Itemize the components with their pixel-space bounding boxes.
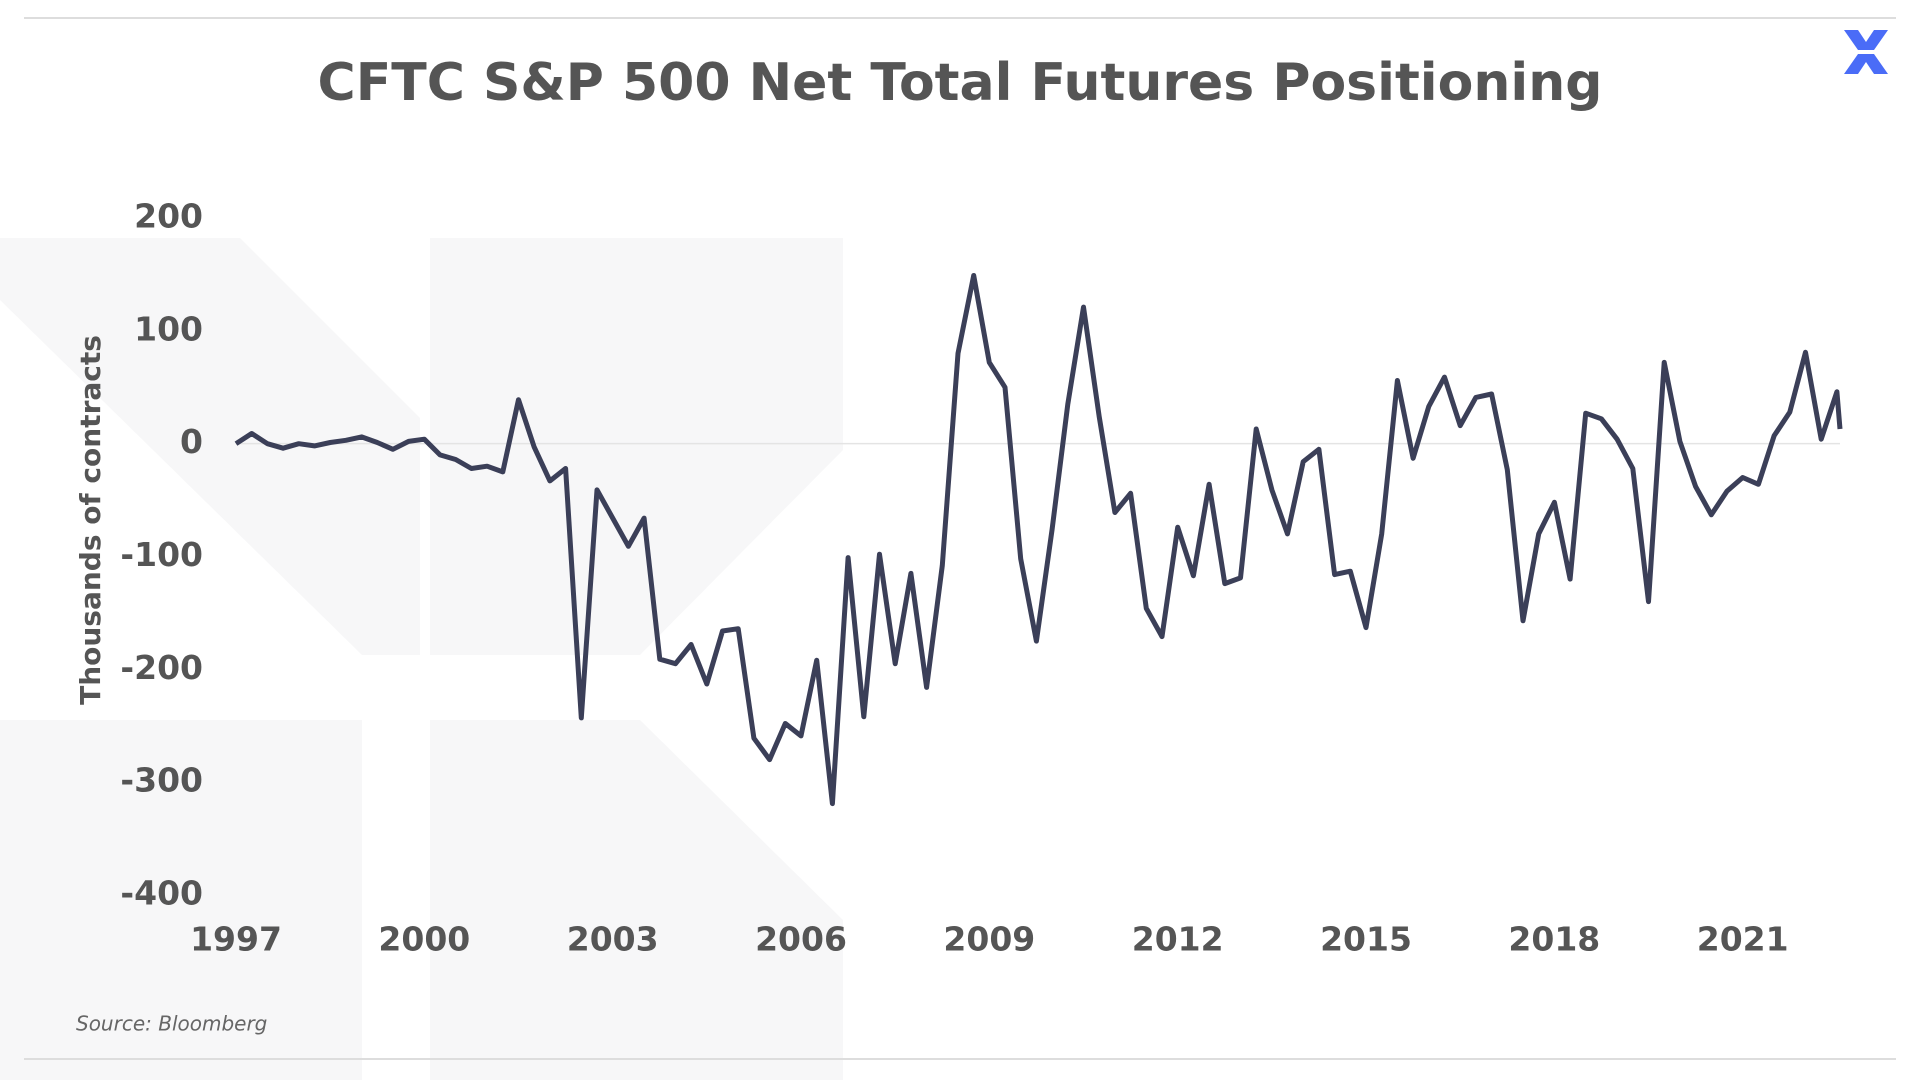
x-tick-label: 2021 (1697, 920, 1789, 959)
y-tick-label: -400 (120, 874, 203, 913)
x-tick-label: 1997 (190, 920, 282, 959)
data-line (234, 273, 1843, 807)
y-tick-label: -200 (120, 648, 203, 687)
x-tick-label: 2018 (1508, 920, 1600, 959)
source-note: Source: Bloomberg (76, 1012, 267, 1036)
x-tick-label: 2000 (378, 920, 470, 959)
y-tick-label: -100 (120, 535, 203, 574)
y-axis-label: Thousands of contracts (74, 335, 107, 705)
chart-title: CFTC S&P 500 Net Total Futures Positioni… (318, 53, 1603, 113)
y-tick-label: 0 (180, 422, 203, 461)
y-tick-label: 100 (134, 309, 203, 348)
watermark (0, 238, 843, 1080)
x-tick-label: 2006 (755, 920, 847, 959)
y-tick-label: -300 (120, 761, 203, 800)
x-tick-label: 2012 (1132, 920, 1224, 959)
x-tick-label: 2003 (567, 920, 659, 959)
y-tick-label: 200 (134, 197, 203, 236)
x-tick-label: 2015 (1320, 920, 1412, 959)
x-tick-label: 2009 (943, 920, 1035, 959)
logo (1844, 30, 1888, 74)
